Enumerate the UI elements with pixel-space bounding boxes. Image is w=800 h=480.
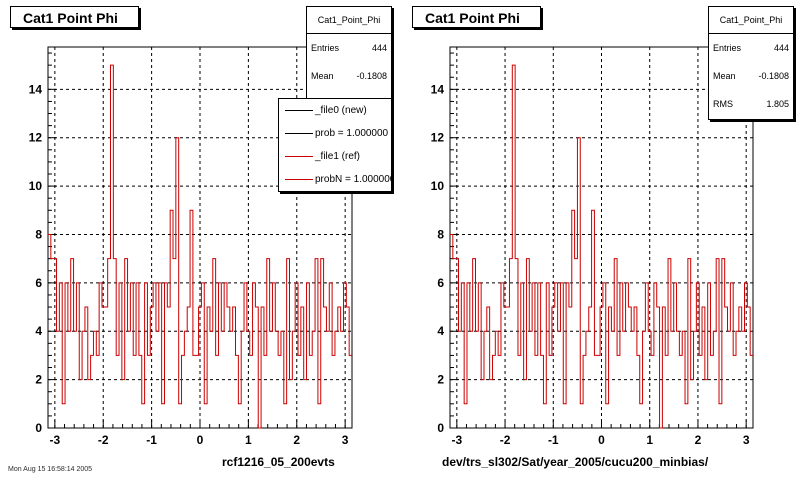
stats-value: 1.805 bbox=[766, 99, 789, 109]
stats-box-left: Cat1_Point_Phi Entries 444 Mean -0.1808 bbox=[306, 6, 392, 100]
y-tick-label: 10 bbox=[431, 179, 445, 193]
x-axis-label-right: dev/trs_sl302/Sat/year_2005/cucu200_minb… bbox=[442, 455, 709, 469]
legend-entry-prob: prob = 1.000000 bbox=[279, 122, 391, 145]
y-tick-label: 14 bbox=[431, 82, 445, 96]
legend-label: _file1 (ref) bbox=[315, 151, 361, 162]
x-tick-label: -2 bbox=[500, 433, 511, 447]
stats-row-rms: RMS 1.805 bbox=[709, 90, 793, 118]
stats-label: RMS bbox=[713, 99, 733, 109]
y-tick-label: 12 bbox=[29, 131, 43, 145]
y-tick-label: 14 bbox=[29, 82, 43, 96]
stats-row-mean: Mean -0.1808 bbox=[709, 62, 793, 90]
x-tick-label: 3 bbox=[743, 433, 750, 447]
histogram-title-left: Cat1 Point Phi bbox=[10, 6, 139, 28]
legend-line-prob bbox=[285, 133, 313, 134]
stats-title: Cat1_Point_Phi bbox=[307, 7, 391, 34]
stats-box-right: Cat1_Point_Phi Entries 444 Mean -0.1808 … bbox=[708, 6, 794, 120]
stats-label: Mean bbox=[713, 71, 736, 81]
stats-label: Mean bbox=[311, 71, 334, 81]
histogram-title-text: Cat1 Point Phi bbox=[23, 10, 118, 26]
stats-value: -0.1808 bbox=[356, 71, 387, 81]
x-tick-label: -1 bbox=[548, 433, 559, 447]
histogram-series-ref bbox=[450, 64, 753, 429]
y-tick-label: 12 bbox=[431, 131, 445, 145]
stats-row-entries: Entries 444 bbox=[307, 34, 391, 62]
legend-label: probN = 1.000000 bbox=[315, 174, 392, 185]
stats-label: Entries bbox=[713, 43, 742, 53]
y-tick-label: 6 bbox=[437, 276, 444, 290]
y-tick-label: 2 bbox=[437, 373, 444, 387]
x-tick-label: 3 bbox=[342, 433, 349, 447]
legend-box: _file0 (new) prob = 1.000000 _file1 (ref… bbox=[278, 98, 392, 192]
x-tick-label: 0 bbox=[598, 433, 605, 447]
histogram-title-right: Cat1 Point Phi bbox=[412, 6, 541, 28]
y-tick-label: 0 bbox=[35, 421, 42, 435]
legend-label: prob = 1.000000 bbox=[315, 128, 389, 139]
legend-line-ref bbox=[285, 156, 313, 157]
y-tick-label: 4 bbox=[437, 324, 444, 338]
x-tick-label: 0 bbox=[197, 433, 204, 447]
stats-row-mean: Mean -0.1808 bbox=[307, 62, 391, 90]
legend-entry-new: _file0 (new) bbox=[279, 99, 391, 122]
y-tick-label: 0 bbox=[437, 421, 444, 435]
stats-value: 444 bbox=[371, 43, 387, 53]
histogram-title-text: Cat1 Point Phi bbox=[425, 10, 520, 26]
legend-line-probn bbox=[285, 179, 313, 180]
x-tick-label: -1 bbox=[146, 433, 157, 447]
x-tick-label: 1 bbox=[245, 433, 252, 447]
x-tick-label: 2 bbox=[293, 433, 300, 447]
y-tick-label: 8 bbox=[437, 227, 444, 241]
stats-value: -0.1808 bbox=[758, 71, 789, 81]
y-tick-label: 10 bbox=[29, 179, 43, 193]
legend-entry-ref: _file1 (ref) bbox=[279, 145, 391, 168]
timestamp-footer: Mon Aug 15 16:58:14 2005 bbox=[8, 466, 93, 473]
x-tick-label: -3 bbox=[50, 433, 61, 447]
x-tick-label: 1 bbox=[646, 433, 653, 447]
y-tick-label: 2 bbox=[35, 373, 42, 387]
stats-label: Entries bbox=[311, 43, 340, 53]
stats-row-entries: Entries 444 bbox=[709, 34, 793, 62]
stats-value: 444 bbox=[773, 43, 789, 53]
stats-title: Cat1_Point_Phi bbox=[709, 7, 793, 34]
legend-label: _file0 (new) bbox=[315, 105, 367, 116]
x-axis-label-left: rcf1216_05_200evts bbox=[222, 455, 335, 469]
legend-line-new bbox=[285, 110, 313, 111]
x-tick-label: -3 bbox=[451, 433, 462, 447]
y-tick-label: 8 bbox=[35, 227, 42, 241]
histogram-series-ref bbox=[48, 64, 352, 429]
x-tick-label: 2 bbox=[695, 433, 702, 447]
legend-entry-probn: probN = 1.000000 bbox=[279, 168, 391, 191]
y-tick-label: 4 bbox=[35, 324, 42, 338]
y-tick-label: 6 bbox=[35, 276, 42, 290]
x-tick-label: -2 bbox=[98, 433, 109, 447]
